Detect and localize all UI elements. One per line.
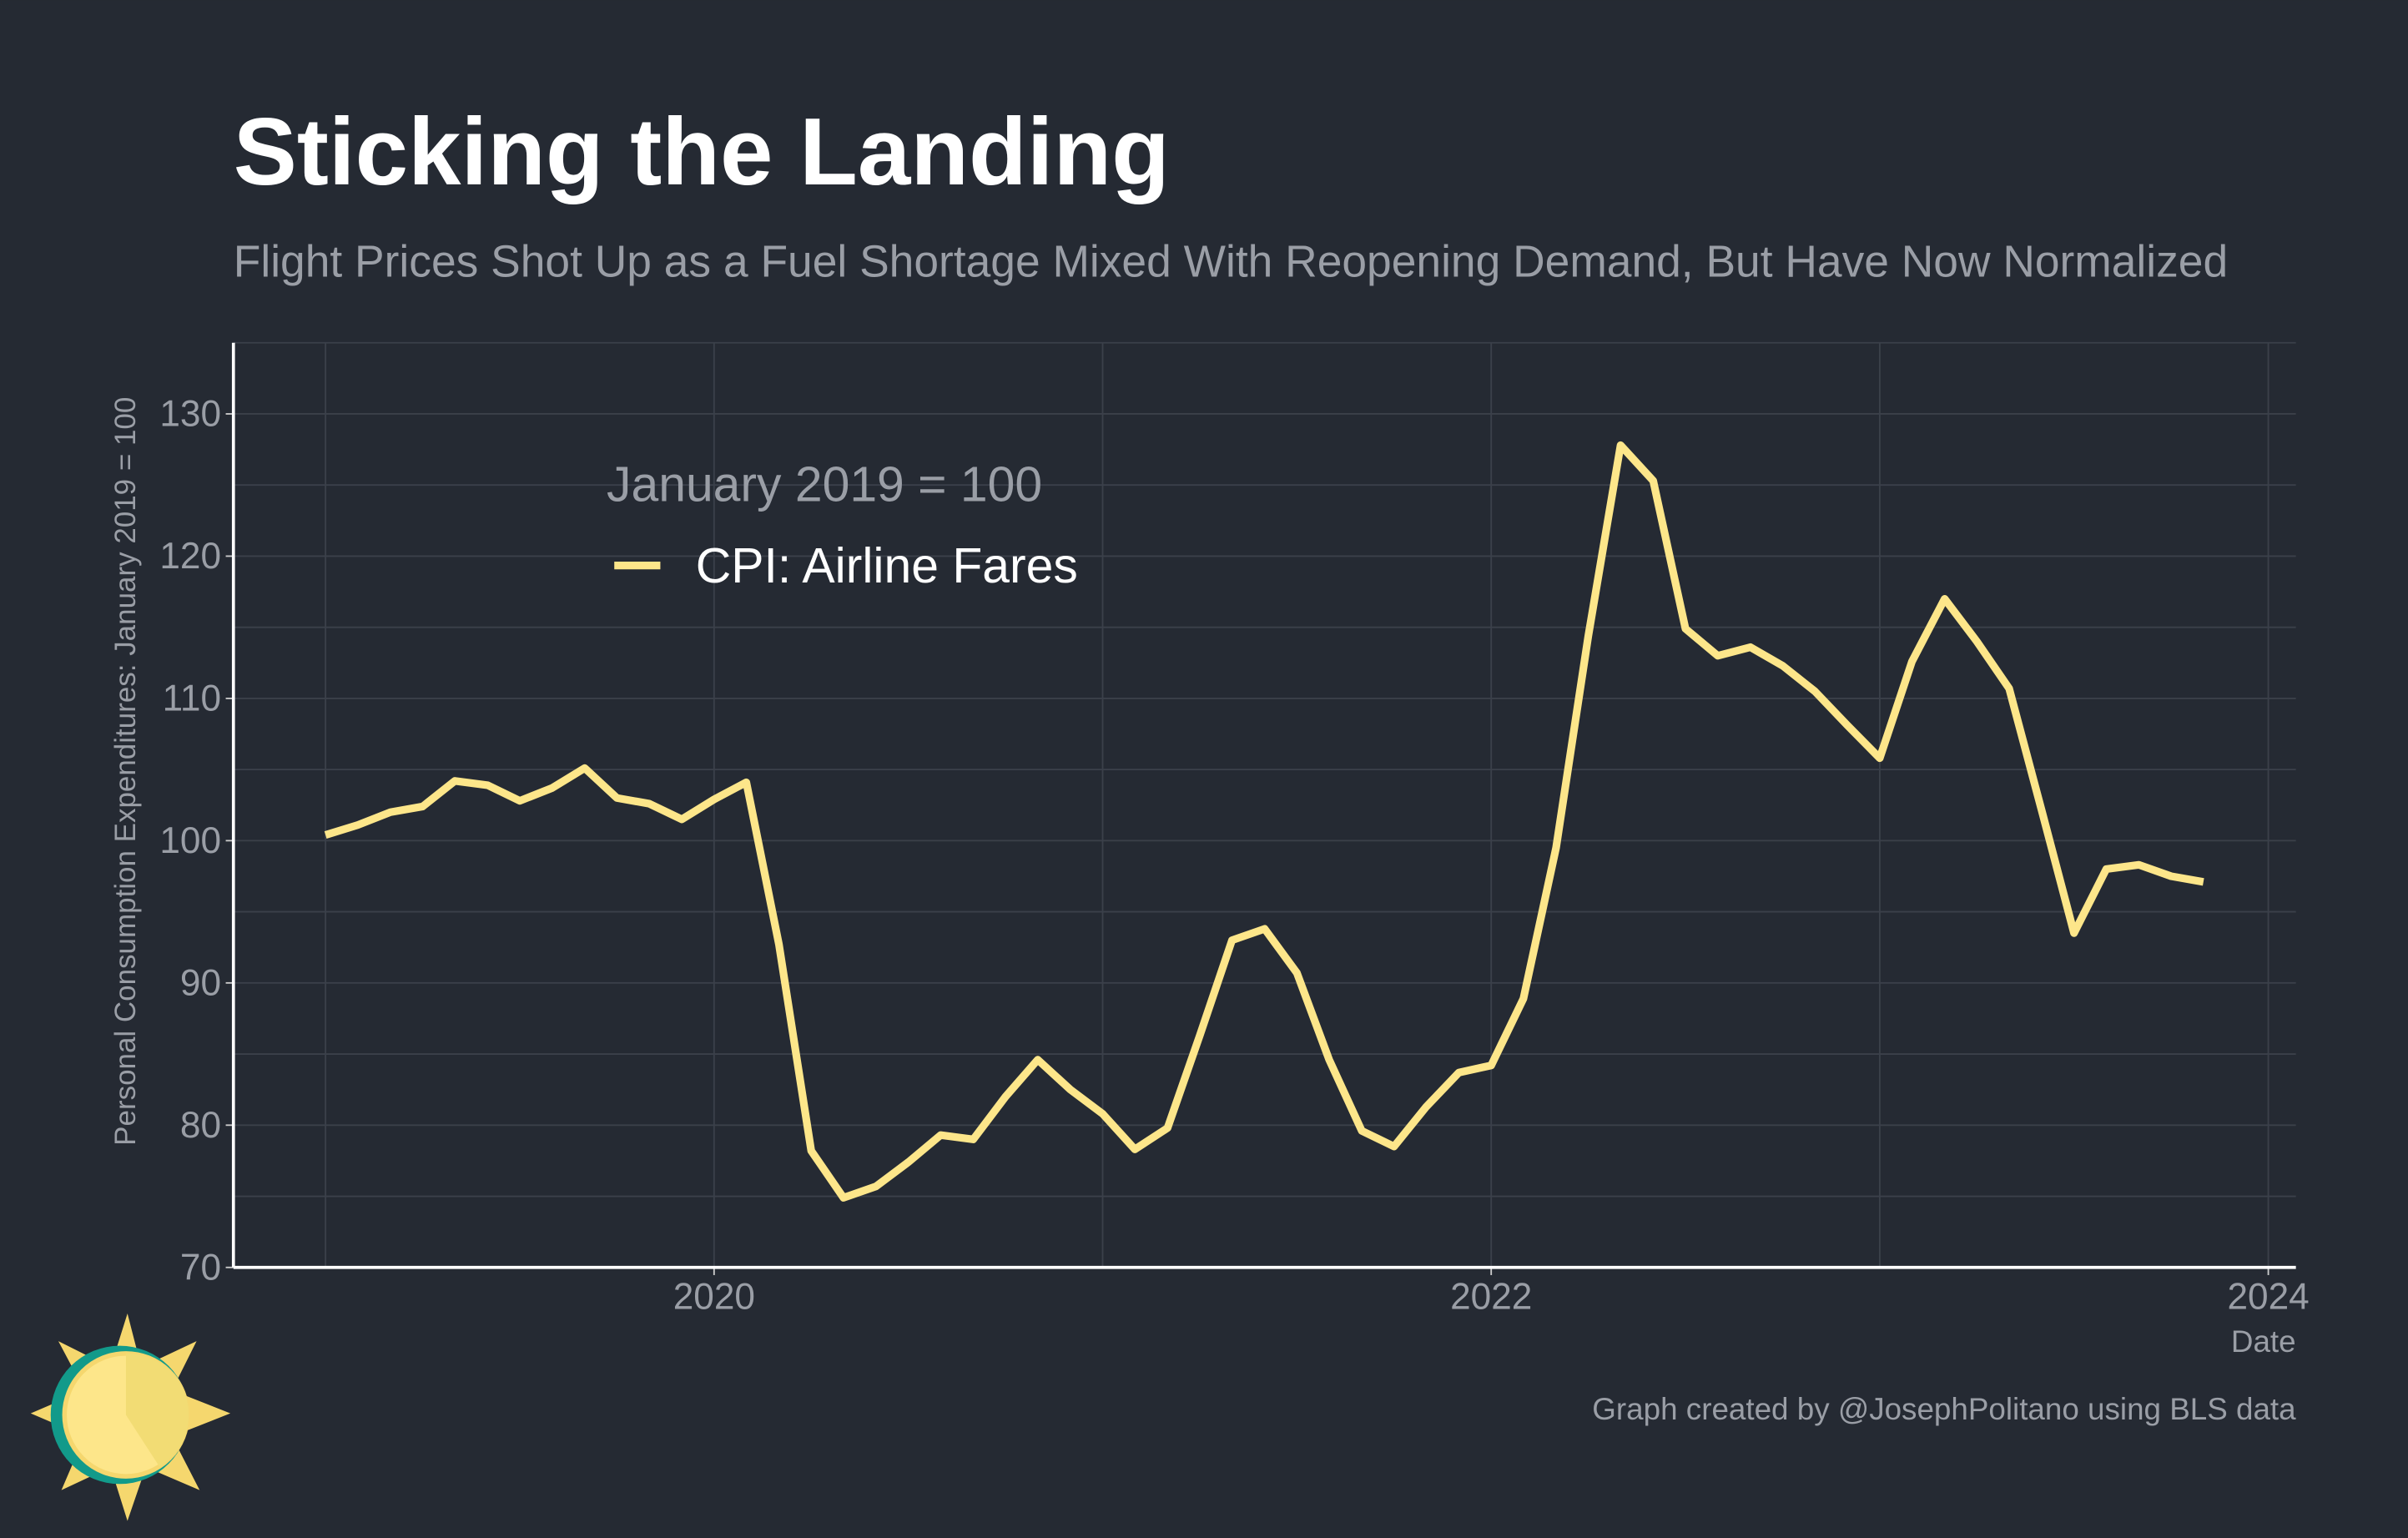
- chart-title: Sticking the Landing: [234, 99, 1170, 205]
- y-tick-label: 90: [180, 963, 221, 1004]
- x-axis-label: Date: [2231, 1324, 2296, 1359]
- y-tick-label: 70: [180, 1247, 221, 1288]
- y-axis-label: Personal Consumption Expenditures: Janua…: [109, 397, 142, 1146]
- legend-title: January 2019 = 100: [607, 457, 1042, 512]
- y-tick-label: 110: [163, 678, 221, 719]
- logo: [30, 1313, 231, 1521]
- y-tick-label: 100: [159, 820, 221, 861]
- y-tick-label: 130: [159, 394, 221, 435]
- x-tick-label: 2024: [2227, 1276, 2309, 1317]
- x-tick-label: 2020: [673, 1276, 755, 1317]
- chart-subtitle: Flight Prices Shot Up as a Fuel Shortage…: [234, 238, 2228, 287]
- data-line: [324, 441, 2204, 1202]
- caption: Graph created by @JosephPolitano using B…: [1592, 1392, 2296, 1426]
- y-tick-label: 80: [180, 1105, 221, 1146]
- x-tick-label: 2022: [1450, 1276, 1532, 1317]
- y-tick-label: 120: [159, 536, 221, 577]
- legend-label: CPI: Airline Fares: [696, 539, 1078, 593]
